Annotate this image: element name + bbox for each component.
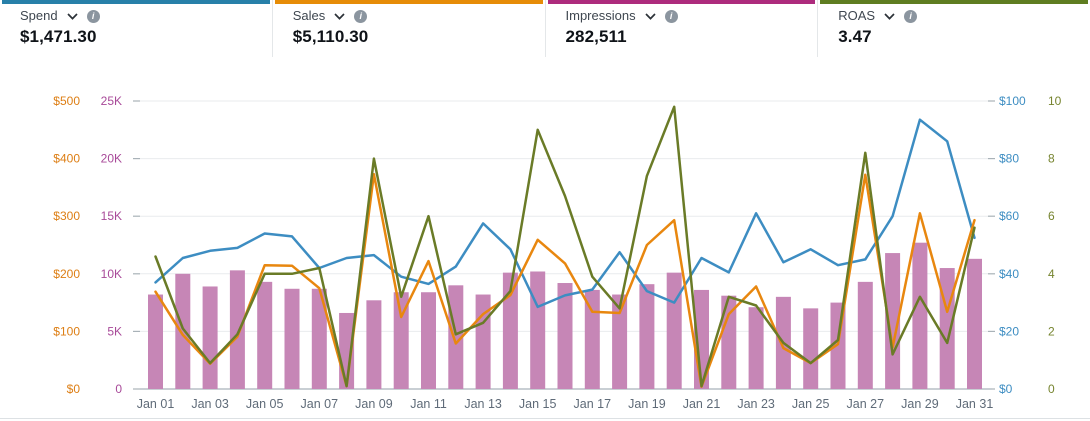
metric-card-sales[interactable]: Sales i $5,110.30	[271, 0, 545, 57]
sales-accent-bar	[274, 0, 543, 4]
svg-text:$500: $500	[53, 94, 80, 108]
metric-cards-row: Spend i $1,471.30 Sales i $5,110.30	[0, 0, 1090, 57]
svg-text:$0: $0	[999, 382, 1013, 396]
svg-text:Jan 31: Jan 31	[956, 397, 994, 411]
chevron-down-icon[interactable]	[644, 12, 656, 20]
svg-text:Jan 23: Jan 23	[737, 397, 775, 411]
svg-text:Jan 07: Jan 07	[301, 397, 339, 411]
svg-text:$20: $20	[999, 324, 1019, 338]
chevron-down-icon[interactable]	[334, 12, 345, 20]
svg-text:Jan 17: Jan 17	[574, 397, 612, 411]
svg-text:Jan 03: Jan 03	[191, 397, 229, 411]
svg-text:Jan 01: Jan 01	[137, 397, 175, 411]
svg-text:15K: 15K	[101, 209, 122, 223]
svg-text:Jan 15: Jan 15	[519, 397, 557, 411]
svg-text:20K: 20K	[101, 152, 122, 166]
info-icon[interactable]: i	[86, 9, 100, 23]
svg-text:10K: 10K	[101, 267, 122, 281]
svg-text:25K: 25K	[101, 94, 122, 108]
svg-text:$400: $400	[53, 152, 80, 166]
svg-text:2: 2	[1048, 324, 1055, 338]
metric-label: ROAS	[838, 8, 876, 23]
svg-text:10: 10	[1048, 94, 1062, 108]
roas-accent-bar	[820, 0, 1088, 4]
chart-area: $0 0 $0 0 $100 5K $20 2 $200 10K $40 4 $300 15K $60 6 $4…	[0, 57, 1090, 419]
svg-text:$0: $0	[67, 382, 81, 396]
chevron-down-icon[interactable]	[66, 12, 78, 20]
impressions-accent-bar	[547, 0, 816, 4]
metric-value: 3.47	[838, 27, 872, 46]
combo-chart: $0 0 $0 0 $100 5K $20 2 $200 10K $40 4 $300 15K $60 6 $4…	[53, 94, 1062, 411]
metric-card-roas[interactable]: ROAS i 3.47	[817, 0, 1090, 57]
svg-text:$200: $200	[53, 267, 80, 281]
spend-accent-bar	[2, 0, 270, 4]
metric-label: Sales	[292, 8, 326, 23]
svg-text:Jan 13: Jan 13	[464, 397, 502, 411]
svg-text:$80: $80	[999, 152, 1019, 166]
svg-text:$60: $60	[999, 209, 1019, 223]
svg-text:Jan 05: Jan 05	[246, 397, 284, 411]
svg-text:$100: $100	[53, 324, 80, 338]
svg-text:Jan 21: Jan 21	[683, 397, 721, 411]
svg-text:$100: $100	[999, 94, 1026, 108]
svg-text:0: 0	[1048, 382, 1055, 396]
svg-text:4: 4	[1048, 267, 1055, 281]
svg-text:Jan 19: Jan 19	[628, 397, 666, 411]
svg-text:5K: 5K	[107, 324, 122, 338]
svg-text:Jan 11: Jan 11	[410, 397, 447, 411]
info-icon[interactable]: i	[904, 9, 918, 23]
svg-text:Jan 25: Jan 25	[792, 397, 830, 411]
metric-label: Spend	[20, 8, 58, 23]
metric-label: Impressions	[565, 8, 636, 23]
chevron-down-icon[interactable]	[884, 12, 895, 20]
metric-card-impressions[interactable]: Impressions i 282,511	[544, 0, 818, 57]
info-icon[interactable]: i	[354, 9, 368, 23]
metric-value: 282,511	[565, 27, 627, 46]
metric-value: $1,471.30	[20, 27, 97, 46]
svg-text:0: 0	[115, 382, 122, 396]
svg-text:6: 6	[1048, 209, 1055, 223]
svg-text:Jan 09: Jan 09	[355, 397, 393, 411]
svg-text:$300: $300	[53, 209, 80, 223]
svg-text:Jan 27: Jan 27	[847, 397, 885, 411]
metric-card-spend[interactable]: Spend i $1,471.30	[0, 0, 272, 57]
svg-text:Jan 29: Jan 29	[901, 397, 939, 411]
svg-text:$40: $40	[999, 267, 1019, 281]
metric-value: $5,110.30	[292, 27, 369, 46]
info-icon[interactable]: i	[664, 9, 678, 23]
svg-text:8: 8	[1048, 152, 1055, 166]
